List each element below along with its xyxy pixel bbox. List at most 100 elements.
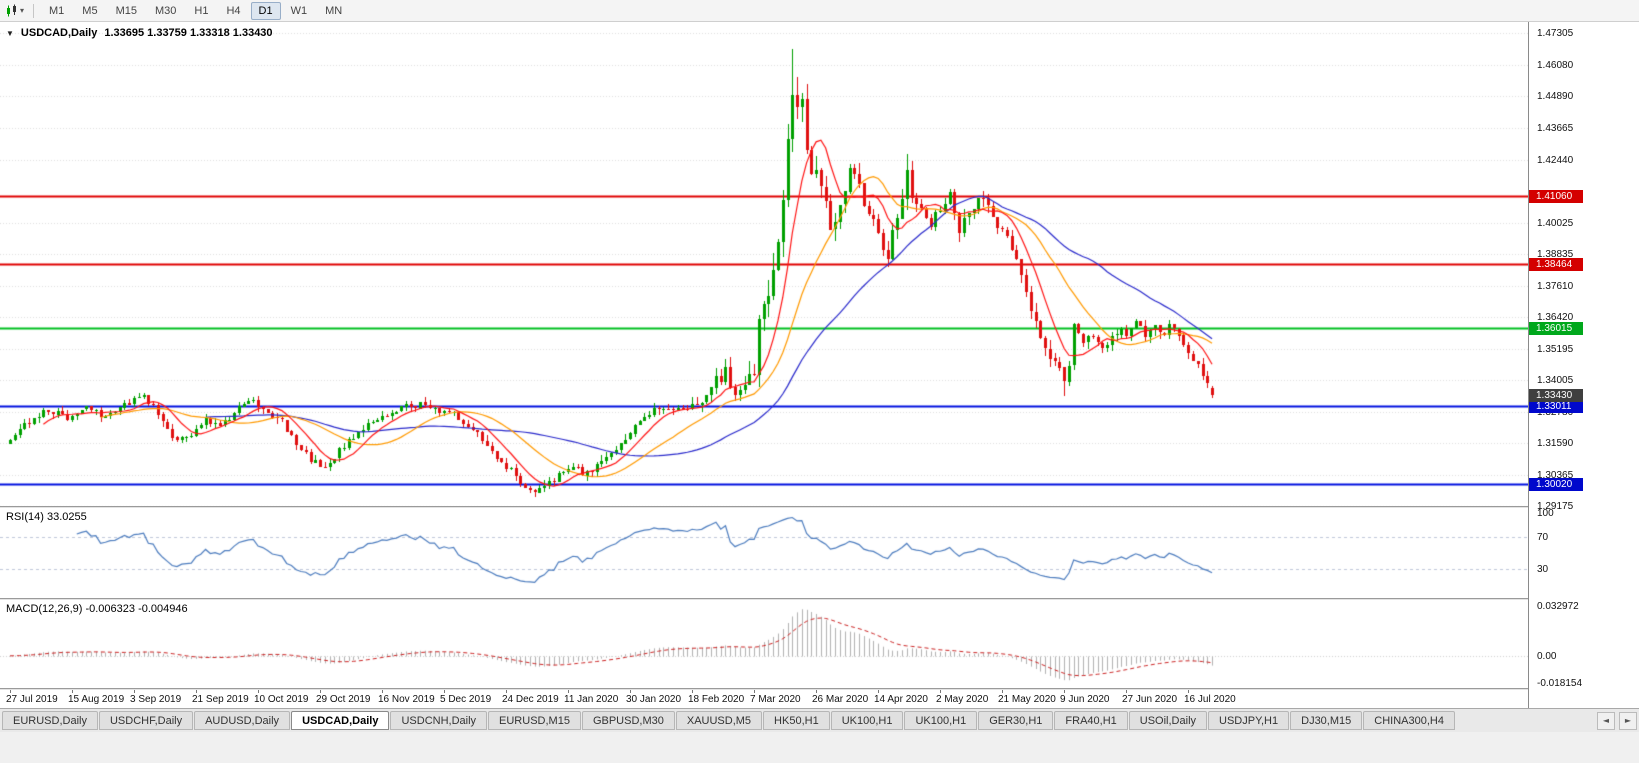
date-label: 29 Oct 2019 — [316, 694, 371, 705]
timeframe-button-h1[interactable]: H1 — [194, 4, 209, 17]
candlestick-chart-icon[interactable] — [5, 4, 19, 18]
tabs-scroll-left-button[interactable]: ◄ — [1597, 711, 1615, 730]
chart-tab-hk50-h1[interactable]: HK50,H1 — [763, 711, 830, 730]
chart-tab-dj30-m15[interactable]: DJ30,M15 — [1290, 711, 1363, 730]
chart-tab-eurusd-m15[interactable]: EURUSD,M15 — [488, 711, 581, 730]
price-axis-label: 1.37610 — [1537, 281, 1574, 292]
timeframe-button-h4[interactable]: H4 — [226, 4, 241, 17]
chart-tab-uk100-h1[interactable]: UK100,H1 — [830, 711, 904, 730]
chart-tab-china300-h4[interactable]: CHINA300,H4 — [1363, 711, 1455, 730]
pane-separator[interactable] — [0, 506, 1639, 508]
price-axis-label: 1.44890 — [1537, 91, 1574, 102]
chart-type-dropdown-icon[interactable]: ▾ — [20, 6, 25, 15]
date-label: 24 Dec 2019 — [502, 694, 559, 705]
ohlc-values: 1.33695 1.33759 1.33318 1.33430 — [104, 27, 273, 39]
date-label: 30 Jan 2020 — [626, 694, 682, 705]
date-tick — [692, 690, 693, 693]
date-tick — [1188, 690, 1189, 693]
price-axis-label: 1.34005 — [1537, 375, 1574, 386]
pane-separator[interactable] — [0, 598, 1639, 600]
chart-tab-xauusd-m5[interactable]: XAUUSD,M5 — [675, 711, 763, 730]
date-label: 2 May 2020 — [936, 694, 989, 705]
date-tick — [444, 690, 445, 693]
date-axis[interactable]: 27 Jul 2019 15 Aug 2019 3 Sep 2019 21 Sep 2… — [0, 690, 1528, 708]
date-tick — [196, 690, 197, 693]
date-label: 27 Jun 2020 — [1122, 694, 1178, 705]
rsi-axis-label: 30 — [1537, 564, 1549, 575]
chart-tab-uk100-h1[interactable]: UK100,H1 — [904, 711, 978, 730]
date-tick — [878, 690, 879, 693]
date-label: 9 Jun 2020 — [1060, 694, 1110, 705]
price-axis-label: 1.40025 — [1537, 218, 1574, 229]
timeframe-button-mn[interactable]: MN — [325, 4, 343, 17]
timeframe-button-m15[interactable]: M15 — [115, 4, 137, 17]
price-axis-label: 1.36420 — [1537, 312, 1574, 323]
chart-tab-bar: EURUSD,Daily USDCHF,Daily AUDUSD,Daily USDC… — [0, 708, 1639, 732]
symbol-period-label: USDCAD,Daily — [20, 27, 98, 39]
price-axis-label: 1.47305 — [1537, 28, 1574, 39]
date-label: 18 Feb 2020 — [688, 694, 745, 705]
date-tick — [382, 690, 383, 693]
timeframe-button-d1[interactable]: D1 — [250, 1, 281, 20]
timeframe-button-m30[interactable]: M30 — [154, 4, 177, 17]
date-label: 10 Oct 2019 — [254, 694, 309, 705]
chart-menu-icon[interactable]: ▼ — [6, 28, 14, 38]
date-tick — [568, 690, 569, 693]
timeframe-button-m5[interactable]: M5 — [82, 4, 98, 17]
date-label: 3 Sep 2019 — [130, 694, 182, 705]
resistance-tag-lower: 1.38464 — [1529, 258, 1583, 271]
chart-tab-ger30-h1[interactable]: GER30,H1 — [978, 711, 1054, 730]
date-tick — [134, 690, 135, 693]
price-axis-label: 1.29175 — [1537, 501, 1574, 512]
macd-axis-label: -0.018154 — [1537, 678, 1583, 689]
date-tick — [754, 690, 755, 693]
macd-axis-label: 0.032972 — [1537, 601, 1579, 612]
rsi-indicator-label: RSI(14) 33.0255 — [6, 511, 87, 523]
price-axis-label: 1.43665 — [1537, 123, 1574, 134]
price-axis-label: 1.42440 — [1537, 155, 1574, 166]
macd-axis-label: 0.00 — [1537, 651, 1557, 662]
date-label: 21 Sep 2019 — [192, 694, 249, 705]
date-label: 16 Jul 2020 — [1184, 694, 1236, 705]
date-tick — [320, 690, 321, 693]
chart-tab-usdcad-daily[interactable]: USDCAD,Daily — [291, 711, 390, 730]
date-label: 21 May 2020 — [998, 694, 1056, 705]
price-axis-label: 1.31590 — [1537, 438, 1574, 449]
timeframe-button-w1[interactable]: W1 — [290, 4, 308, 17]
date-tick — [506, 690, 507, 693]
chart-tab-fra40-h1[interactable]: FRA40,H1 — [1054, 711, 1128, 730]
date-tick — [940, 690, 941, 693]
date-label: 27 Jul 2019 — [6, 694, 58, 705]
date-label: 5 Dec 2019 — [440, 694, 492, 705]
price-axis-label: 1.38835 — [1537, 249, 1574, 260]
date-label: 7 Mar 2020 — [750, 694, 801, 705]
rsi-axis-label: 100 — [1537, 508, 1554, 519]
timeframe-button-m1[interactable]: M1 — [49, 4, 65, 17]
date-tick — [72, 690, 73, 693]
date-tick — [630, 690, 631, 693]
chart-tab-eurusd-daily[interactable]: EURUSD,Daily — [2, 711, 98, 730]
toolbar-separator — [33, 3, 35, 18]
price-axis-label: 1.46080 — [1537, 60, 1574, 71]
top-toolbar: ▾ M1 M5 M15 M30 H1 H4 D1 W1 MN — [0, 0, 1639, 22]
date-tick — [1064, 690, 1065, 693]
date-tick — [816, 690, 817, 693]
date-label: 11 Jan 2020 — [564, 694, 619, 705]
date-tick — [1126, 690, 1127, 693]
green-level-tag: 1.36015 — [1529, 322, 1583, 335]
timeframe-toolbar: M1 M5 M15 M30 H1 H4 D1 W1 MN — [40, 1, 351, 20]
resistance-tag-upper: 1.41060 — [1529, 190, 1583, 203]
chart-tab-gbpusd-m30[interactable]: GBPUSD,M30 — [581, 711, 675, 730]
date-label: 15 Aug 2019 — [68, 694, 125, 705]
price-chart-canvas[interactable] — [0, 22, 1528, 708]
tabs-scroll-right-button[interactable]: ► — [1619, 711, 1637, 730]
price-scale[interactable]: 1.47305 1.46080 1.44890 1.43665 1.42440 1.400… — [1528, 22, 1639, 708]
price-axis-label: 1.30365 — [1537, 470, 1574, 481]
chart-tab-usdchf-daily[interactable]: USDCHF,Daily — [98, 711, 194, 730]
date-label: 16 Nov 2019 — [378, 694, 435, 705]
chart-tab-usdjpy-h1[interactable]: USDJPY,H1 — [1208, 711, 1290, 730]
chart-tab-audusd-daily[interactable]: AUDUSD,Daily — [194, 711, 291, 730]
chart-window: ▼ USDCAD,Daily 1.33695 1.33759 1.33318 1… — [0, 22, 1639, 708]
chart-tab-usoil-daily[interactable]: USOil,Daily — [1128, 711, 1208, 730]
chart-tab-usdcnh-daily[interactable]: USDCNH,Daily — [390, 711, 488, 730]
